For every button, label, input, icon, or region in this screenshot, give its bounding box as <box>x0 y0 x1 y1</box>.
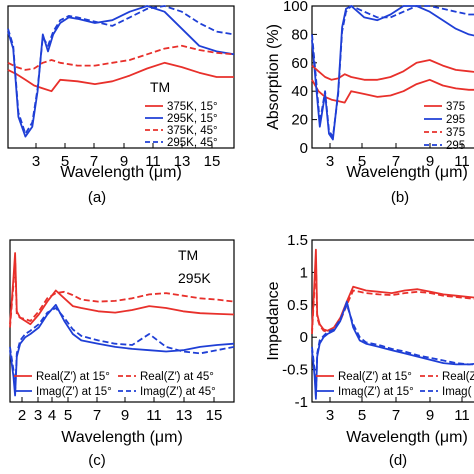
panel-d-chart: 3 5 7 9 11 -1 -0.5 0 0.5 1 1.5 Wavelength (μm) Imped… <box>265 232 474 469</box>
legend-label: 375 <box>446 101 465 113</box>
temperature-annotation: 295K <box>178 270 211 286</box>
y-tick-label: 80 <box>291 26 308 43</box>
x-tick-label: 5 <box>358 153 366 170</box>
y-tick-label: -1 <box>295 394 308 411</box>
x-tick-label: 9 <box>426 153 434 170</box>
legend-label: Imag(Z′) at 45° <box>140 386 216 398</box>
x-tick-label: 9 <box>121 407 129 424</box>
mode-annotation: TM <box>150 79 170 95</box>
x-tick-label: 5 <box>64 407 72 424</box>
series-line <box>311 258 474 335</box>
x-tick-label: 7 <box>392 407 400 424</box>
legend-label: Real(Z′) at 15° <box>338 371 412 383</box>
x-tick-label: 11 <box>454 153 470 170</box>
y-tick-label: 0 <box>300 140 308 157</box>
legend-label: Real(Z <box>442 371 474 383</box>
series-line <box>7 44 235 71</box>
legend-label: Real(Z′) at 15° <box>36 371 110 383</box>
y-tick-label: -0.5 <box>282 362 308 379</box>
panel-caption: (b) <box>391 189 409 206</box>
panel-b-chart: 3 5 7 9 11 0 20 40 60 80 100 Wavelength (μm) Absorpt… <box>265 0 474 206</box>
x-tick-label: 3 <box>326 153 334 170</box>
series-line <box>9 258 235 328</box>
series-line <box>311 59 474 81</box>
panel-caption: (c) <box>88 452 106 469</box>
mode-annotation: TM <box>178 247 198 263</box>
series-line <box>311 5 474 138</box>
legend-label: 295 <box>446 114 465 126</box>
x-tick-label: 15 <box>204 153 221 170</box>
legend-label: Imag( <box>442 386 472 398</box>
series-line <box>7 5 235 135</box>
x-tick-label: 9 <box>120 153 128 170</box>
legend-label: Imag(Z′) at 15° <box>36 386 112 398</box>
x-tick-label: 3 <box>32 153 40 170</box>
x-tick-label: 5 <box>358 407 366 424</box>
y-tick-label: 60 <box>291 55 308 72</box>
x-tick-label: 7 <box>90 153 98 170</box>
y-tick-label: 0.5 <box>287 297 308 314</box>
legend-label: 375K, 45° <box>167 125 218 137</box>
series-line <box>311 248 474 332</box>
series-line <box>9 307 235 394</box>
y-axis-label: Absorption (%) <box>265 24 282 130</box>
y-tick-label: 1.5 <box>287 232 308 249</box>
y-tick-label: 100 <box>283 0 308 15</box>
series-line <box>7 5 235 138</box>
x-tick-label: 13 <box>176 407 193 424</box>
series-line <box>311 300 474 400</box>
y-tick-label: 0 <box>300 329 308 346</box>
x-tick-label: 3 <box>34 407 42 424</box>
legend-label: 375K, 15° <box>167 101 218 113</box>
x-tick-label: 3 <box>326 407 334 424</box>
x-tick-label: 15 <box>206 407 223 424</box>
x-tick-label: 4 <box>48 407 56 424</box>
legend-label: Real(Z′) at 45° <box>140 371 214 383</box>
x-tick-label: 13 <box>174 153 191 170</box>
x-tick-label: 11 <box>145 153 161 170</box>
x-axis-label: Wavelength (μm) <box>60 164 182 181</box>
x-tick-label: 7 <box>93 407 101 424</box>
legend-label: Imag(Z′) at 15° <box>338 386 414 398</box>
legend-label: 375 <box>446 127 465 139</box>
legend-label: 295K, 45° <box>167 137 218 149</box>
x-axis-label: Wavelength (μm) <box>346 429 468 446</box>
series-line <box>7 61 234 93</box>
series-line <box>311 303 474 397</box>
x-tick-label: 2 <box>18 407 26 424</box>
x-axis-label: Wavelength (μm) <box>61 429 183 446</box>
plot-frame <box>311 5 474 149</box>
series-line <box>311 78 474 104</box>
x-tick-label: 7 <box>392 153 400 170</box>
series-line <box>9 252 235 326</box>
x-tick-label: 11 <box>146 407 162 424</box>
series-line <box>9 303 235 397</box>
x-tick-label: 11 <box>454 407 470 424</box>
y-tick-label: 1 <box>300 264 308 281</box>
x-tick-label: 5 <box>61 153 69 170</box>
panel-caption: (d) <box>389 452 407 469</box>
x-axis-label: Wavelength (μm) <box>346 164 468 181</box>
legend-label: 295 <box>446 140 465 152</box>
y-tick-label: 20 <box>291 112 308 129</box>
panel-c-chart: 2 3 4 5 7 9 11 13 15 Wavelength (μm) (c) TM 295K Real… <box>9 239 235 469</box>
legend-label: 295K, 15° <box>167 113 218 125</box>
panel-caption: (a) <box>88 189 106 206</box>
y-axis-label: Impedance <box>265 281 282 360</box>
x-tick-label: 9 <box>426 407 434 424</box>
y-tick-label: 40 <box>291 83 308 100</box>
